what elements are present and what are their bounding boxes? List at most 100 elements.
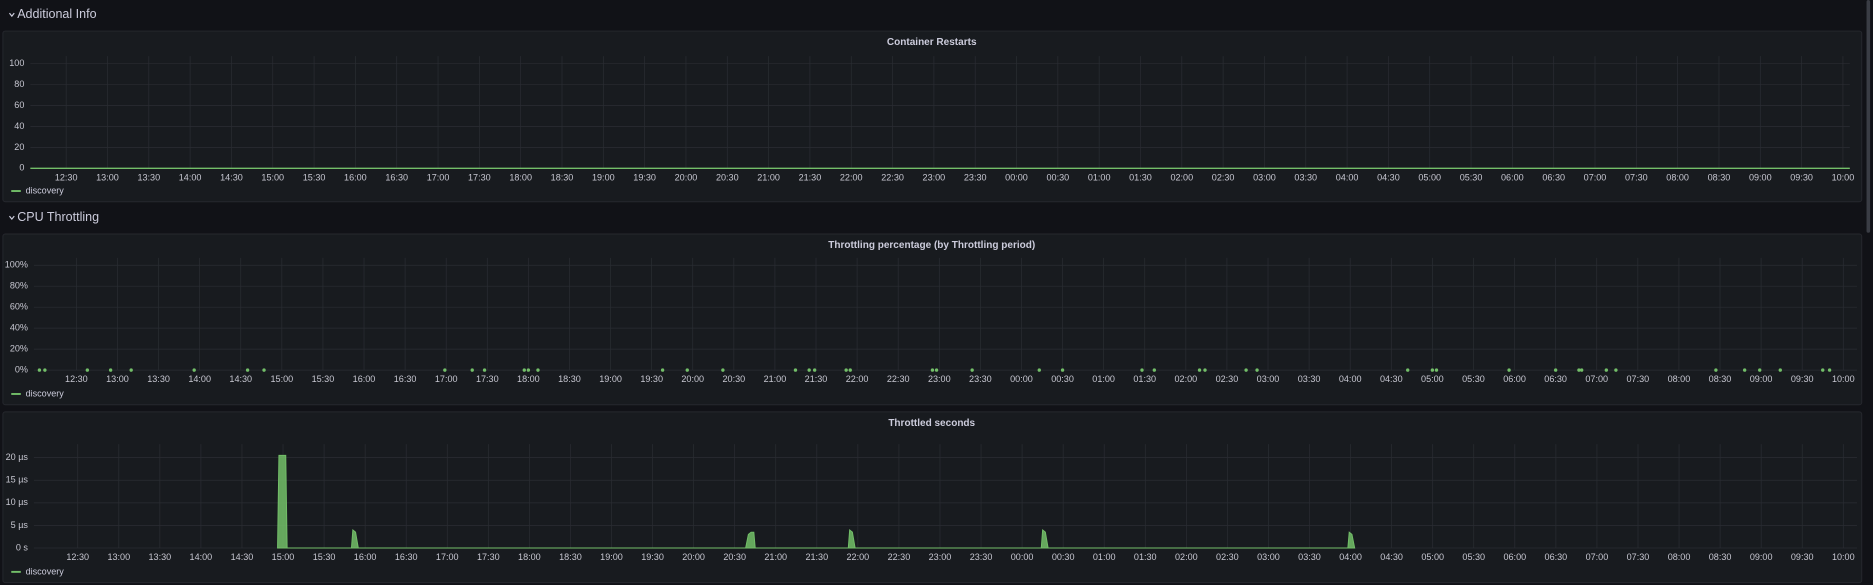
x-tick-label: 17:00 — [436, 552, 459, 562]
y-tick-label: 20% — [10, 344, 28, 354]
x-tick-label: 18:00 — [509, 172, 532, 182]
y-tick-label: 40 — [14, 121, 24, 131]
x-tick-label: 20:00 — [681, 374, 704, 384]
x-tick-label: 21:00 — [764, 374, 787, 384]
scrollbar — [1866, 0, 1871, 233]
x-tick-label: 13:00 — [96, 172, 119, 182]
x-tick-label: 15:00 — [272, 552, 295, 562]
x-tick-label: 16:30 — [385, 172, 408, 182]
row-chevron[interactable] — [8, 215, 15, 221]
data-point — [43, 368, 47, 372]
y-tick-label: 0 — [19, 163, 24, 173]
x-tick-label: 20:30 — [722, 374, 745, 384]
y-tick-label: 40% — [10, 323, 28, 333]
y-tick-label: 10 µs — [6, 497, 29, 507]
x-tick-label: 19:30 — [633, 172, 656, 182]
x-tick-label: 23:30 — [970, 552, 993, 562]
x-tick-label: 22:30 — [881, 172, 904, 182]
x-tick-label: 08:30 — [1708, 172, 1731, 182]
x-tick-label: 01:00 — [1093, 552, 1116, 562]
x-tick-label: 09:00 — [1749, 172, 1772, 182]
x-tick-label: 14:30 — [220, 172, 243, 182]
data-point — [934, 368, 939, 372]
x-tick-label: 10:00 — [1832, 374, 1855, 384]
data-point — [108, 368, 113, 372]
data-point — [245, 368, 250, 372]
data-point — [1197, 368, 1202, 372]
data-point — [812, 368, 817, 372]
y-tick-label: 20 µs — [6, 452, 29, 462]
x-tick-label: 17:30 — [476, 374, 499, 384]
panel-title: Container Restarts — [887, 37, 977, 48]
x-tick-label: 03:30 — [1298, 552, 1321, 562]
legend-label: discovery — [26, 388, 65, 398]
x-tick-label: 00:00 — [1005, 172, 1028, 182]
x-tick-label: 18:30 — [559, 552, 582, 562]
data-point — [1406, 368, 1410, 372]
x-tick-label: 18:00 — [518, 552, 541, 562]
y-tick-label: 60% — [10, 302, 28, 312]
panel-title: Throttled seconds — [888, 418, 975, 429]
x-tick-label: 02:00 — [1174, 374, 1197, 384]
data-point — [844, 368, 848, 372]
data-point — [660, 368, 665, 372]
x-tick-label: 22:00 — [847, 552, 870, 562]
x-tick-label: 04:00 — [1339, 374, 1362, 384]
x-tick-label: 02:00 — [1170, 172, 1193, 182]
x-tick-label: 21:00 — [764, 552, 787, 562]
data-point — [1037, 368, 1041, 372]
data-point — [1060, 368, 1065, 372]
x-tick-label: 17:30 — [468, 172, 491, 182]
row-chevron[interactable] — [8, 12, 15, 18]
legend-label: discovery — [26, 566, 65, 576]
x-tick-label: 22:00 — [846, 374, 869, 384]
x-tick-label: 05:00 — [1418, 172, 1441, 182]
x-tick-label: 01:00 — [1088, 172, 1111, 182]
y-tick-label: 100 — [9, 58, 24, 68]
x-tick-label: 08:30 — [1709, 552, 1732, 562]
x-tick-label: 04:00 — [1339, 552, 1362, 562]
data-point — [129, 368, 133, 372]
x-tick-label: 20:30 — [716, 172, 739, 182]
x-tick-label: 14:30 — [231, 552, 254, 562]
y-tick-label: 100% — [5, 260, 28, 270]
x-tick-label: 02:30 — [1212, 172, 1235, 182]
x-tick-label: 10:00 — [1832, 172, 1855, 182]
data-point — [1430, 368, 1435, 372]
panel — [2, 30, 1863, 203]
row-title[interactable]: Additional Info — [17, 7, 96, 21]
x-tick-label: 07:00 — [1586, 552, 1609, 562]
x-tick-label: 01:30 — [1134, 552, 1157, 562]
data-point — [1140, 368, 1144, 372]
x-tick-label: 14:30 — [229, 374, 252, 384]
data-point — [793, 368, 798, 372]
row-title[interactable]: CPU Throttling — [17, 210, 99, 224]
x-tick-label: 14:00 — [188, 374, 211, 384]
data-point — [1614, 368, 1618, 372]
x-tick-label: 23:30 — [969, 374, 992, 384]
data-point — [470, 368, 474, 372]
x-tick-label: 05:30 — [1462, 374, 1485, 384]
x-tick-label: 16:30 — [395, 552, 418, 562]
x-tick-label: 13:30 — [149, 552, 172, 562]
data-point — [522, 368, 526, 372]
x-tick-label: 08:30 — [1709, 374, 1732, 384]
x-tick-label: 05:00 — [1421, 374, 1444, 384]
x-tick-label: 22:00 — [840, 172, 863, 182]
data-point — [1604, 368, 1608, 372]
x-tick-label: 00:30 — [1051, 374, 1074, 384]
data-point — [37, 368, 42, 372]
data-point — [262, 368, 266, 372]
y-tick-label: 0 s — [16, 542, 29, 552]
x-tick-label: 16:00 — [354, 552, 377, 562]
x-tick-label: 00:00 — [1011, 552, 1034, 562]
x-tick-label: 17:00 — [435, 374, 458, 384]
x-tick-label: 08:00 — [1666, 172, 1689, 182]
x-tick-label: 08:00 — [1668, 374, 1691, 384]
x-tick-label: 15:30 — [312, 374, 335, 384]
x-tick-label: 16:00 — [344, 172, 367, 182]
x-tick-label: 07:30 — [1627, 552, 1650, 562]
x-tick-label: 09:00 — [1750, 552, 1773, 562]
x-tick-label: 09:30 — [1790, 172, 1813, 182]
x-tick-label: 17:30 — [477, 552, 500, 562]
